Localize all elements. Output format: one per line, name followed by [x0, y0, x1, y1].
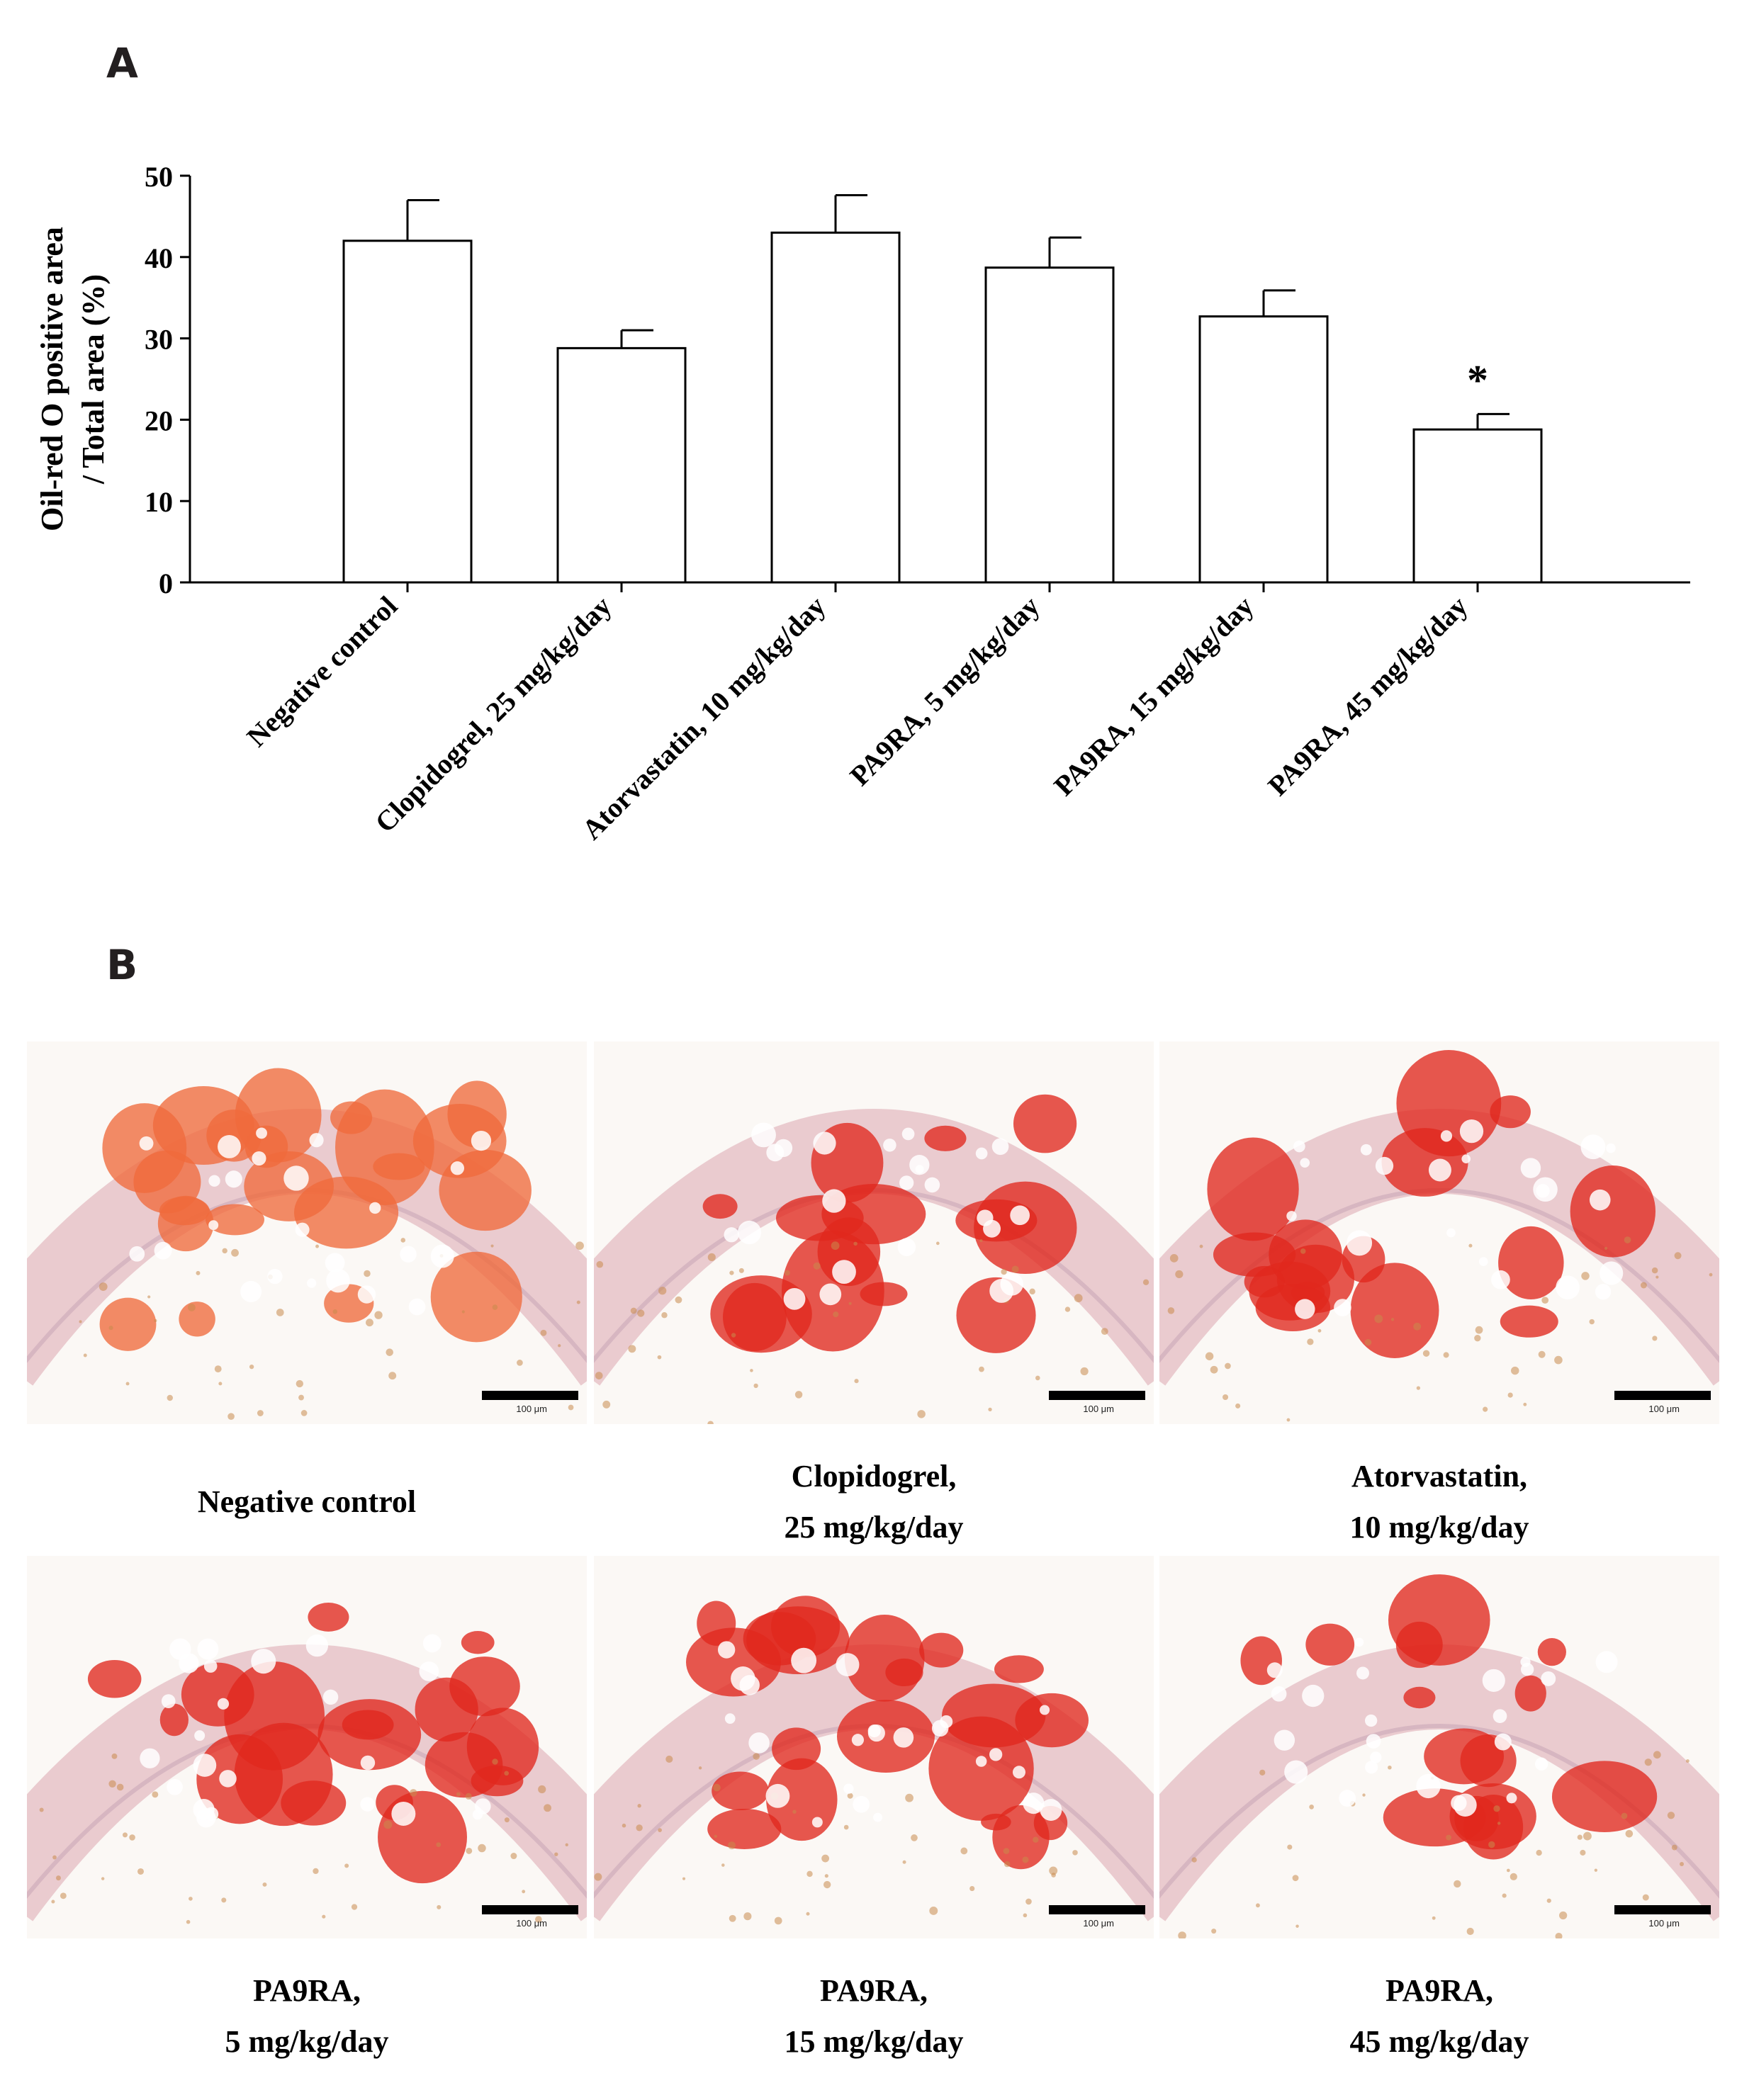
micrograph-4: 100 μm	[594, 1556, 1154, 1938]
micrograph-2: 100 μm	[1159, 1041, 1719, 1424]
caption-line2-3: 5 mg/kg/day	[225, 2024, 389, 2059]
y-ticks: 0 10 20 30 40 50	[145, 161, 190, 599]
scale-bar-label-1: 100 μm	[1083, 1404, 1114, 1414]
micrograph-caption-2: Atorvastatin, 10 mg/kg/day	[1159, 1451, 1719, 1553]
x-tick-label-5: PA9RA, 45 mg/kg/day	[1261, 590, 1473, 802]
caption-line2-5: 45 mg/kg/day	[1349, 2024, 1529, 2059]
y-tick-label-0: 0	[159, 568, 173, 599]
x-tick-label-4: PA9RA, 15 mg/kg/day	[1047, 590, 1259, 802]
panel-letter-a: A	[106, 39, 138, 87]
micrograph-caption-3: PA9RA, 5 mg/kg/day	[27, 1965, 587, 2067]
bar-5	[1412, 428, 1543, 584]
caption-line1-4: PA9RA,	[820, 1973, 928, 2008]
x-tick-label-0: Negative control	[240, 590, 403, 753]
micrograph-caption-5: PA9RA, 45 mg/kg/day	[1159, 1965, 1719, 2067]
scale-bar-2	[1614, 1391, 1711, 1400]
bar-1	[556, 346, 687, 584]
caption-line1-1: Clopidogrel,	[791, 1459, 957, 1494]
micrograph-5: 100 μm	[1159, 1556, 1719, 1938]
bar-2	[770, 231, 901, 584]
bar-4	[1198, 315, 1329, 584]
significance-marker-5: *	[1467, 356, 1488, 403]
scale-bar-label-5: 100 μm	[1648, 1918, 1680, 1929]
scale-bar-5	[1614, 1905, 1711, 1914]
scale-bar-4	[1049, 1905, 1145, 1914]
caption-line1-2: Atorvastatin,	[1351, 1459, 1528, 1494]
micrograph-caption-1: Clopidogrel, 25 mg/kg/day	[594, 1451, 1154, 1553]
y-tick-label-4: 40	[145, 242, 173, 274]
caption-line1-3: PA9RA,	[253, 1973, 361, 2008]
micrograph-1: 100 μm	[594, 1041, 1154, 1424]
micrograph-0: 100 μm	[27, 1041, 587, 1424]
x-tick-label-1: Clopidogrel, 25 mg/kg/day	[369, 590, 617, 839]
micrograph-caption-0: Negative control	[27, 1477, 587, 1528]
y-axis-label-line2: / Total area (%)	[76, 274, 111, 485]
y-axis-label-line1: Oil-red O positive area	[35, 227, 69, 531]
scale-bar-label-4: 100 μm	[1083, 1918, 1114, 1929]
scale-bar-label-3: 100 μm	[516, 1918, 547, 1929]
caption-line2-2: 10 mg/kg/day	[1349, 1510, 1529, 1545]
scale-bar-label-0: 100 μm	[516, 1404, 547, 1414]
y-tick-label-2: 20	[145, 405, 173, 436]
bars: *	[342, 194, 1543, 584]
caption-line2-1: 25 mg/kg/day	[784, 1510, 964, 1545]
panel-letter-b: B	[106, 941, 138, 989]
y-tick-label-1: 10	[145, 486, 173, 518]
micrograph-caption-4: PA9RA, 15 mg/kg/day	[594, 1965, 1154, 2067]
micrograph-3: 100 μm	[27, 1556, 587, 1938]
scale-bar-1	[1049, 1391, 1145, 1400]
scale-bar-0	[482, 1391, 578, 1400]
x-tick-label-3: PA9RA, 5 mg/kg/day	[843, 590, 1045, 792]
bar-0	[342, 239, 473, 584]
y-tick-label-3: 30	[145, 324, 173, 356]
caption-line1-0: Negative control	[197, 1484, 417, 1519]
caption-line1-5: PA9RA,	[1385, 1973, 1493, 2008]
caption-line2-4: 15 mg/kg/day	[784, 2024, 964, 2059]
scale-bar-3	[482, 1905, 578, 1914]
x-tick-label-2: Atorvastatin, 10 mg/kg/day	[575, 590, 831, 846]
bar-chart: 0 10 20 30 40 50 * Negative controlClopidogre…	[35, 161, 1690, 846]
scale-bar-label-2: 100 μm	[1648, 1404, 1680, 1414]
bar-3	[984, 266, 1115, 584]
y-tick-label-5: 50	[145, 161, 173, 193]
